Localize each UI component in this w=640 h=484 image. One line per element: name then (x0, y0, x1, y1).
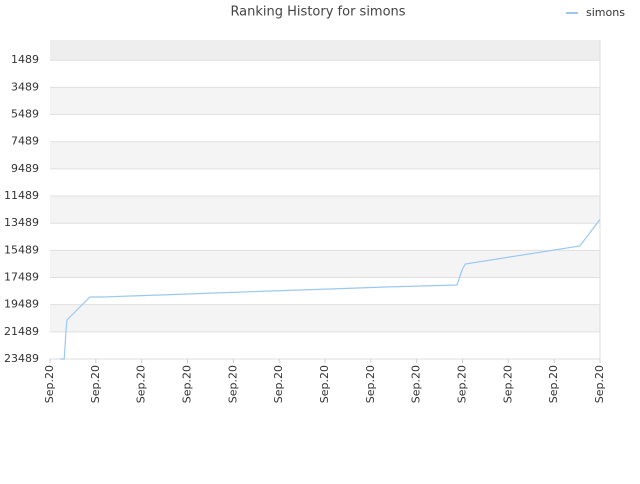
x-tick-label: Sep.20 (547, 365, 560, 403)
x-tick-label: Sep.20 (272, 365, 285, 403)
x-tick-label: Sep.20 (364, 365, 377, 403)
y-tick-label: 13489 (4, 216, 39, 229)
band (50, 168, 600, 197)
band (50, 141, 600, 169)
x-tick-label: Sep.20 (89, 365, 102, 403)
line (60, 219, 601, 360)
band (50, 223, 600, 251)
x-tick-label: Sep.20 (135, 365, 148, 403)
band (50, 40, 600, 61)
y-tick-label: 21489 (4, 325, 39, 338)
y-tick-label: 7489 (11, 135, 39, 148)
band (50, 196, 600, 224)
y-tick-label: 5489 (11, 108, 39, 121)
x-tick-label: Sep.20 (318, 365, 331, 403)
band (50, 87, 600, 115)
y-tick-label: 17489 (4, 271, 39, 284)
y-tick-label: 3489 (11, 80, 39, 93)
y-tick-label: 15489 (4, 243, 39, 256)
x-tick-label: Sep.20 (593, 365, 606, 403)
x-tick-label: Sep.20 (410, 365, 423, 403)
chart-title: Ranking History for simons (230, 5, 405, 20)
band (50, 277, 600, 305)
x-tick-label: Sep.20 (43, 365, 56, 403)
x-tick-label: Sep.20 (501, 365, 514, 403)
y-tick-label: 19489 (4, 298, 39, 311)
legend-label: simons (586, 6, 625, 19)
y-tick-label: 9489 (11, 162, 39, 175)
y-tick-label: 23489 (4, 352, 39, 365)
band (50, 250, 600, 278)
y-tick-label: 1489 (11, 53, 39, 66)
x-tick-label: Sep.20 (226, 365, 239, 403)
y-tick-label: 11489 (4, 189, 39, 202)
x-tick-label: Sep.20 (456, 365, 469, 403)
band (50, 114, 600, 142)
x-tick-label: Sep.20 (181, 365, 194, 403)
band (50, 304, 600, 332)
band (50, 60, 600, 88)
band (50, 331, 600, 359)
